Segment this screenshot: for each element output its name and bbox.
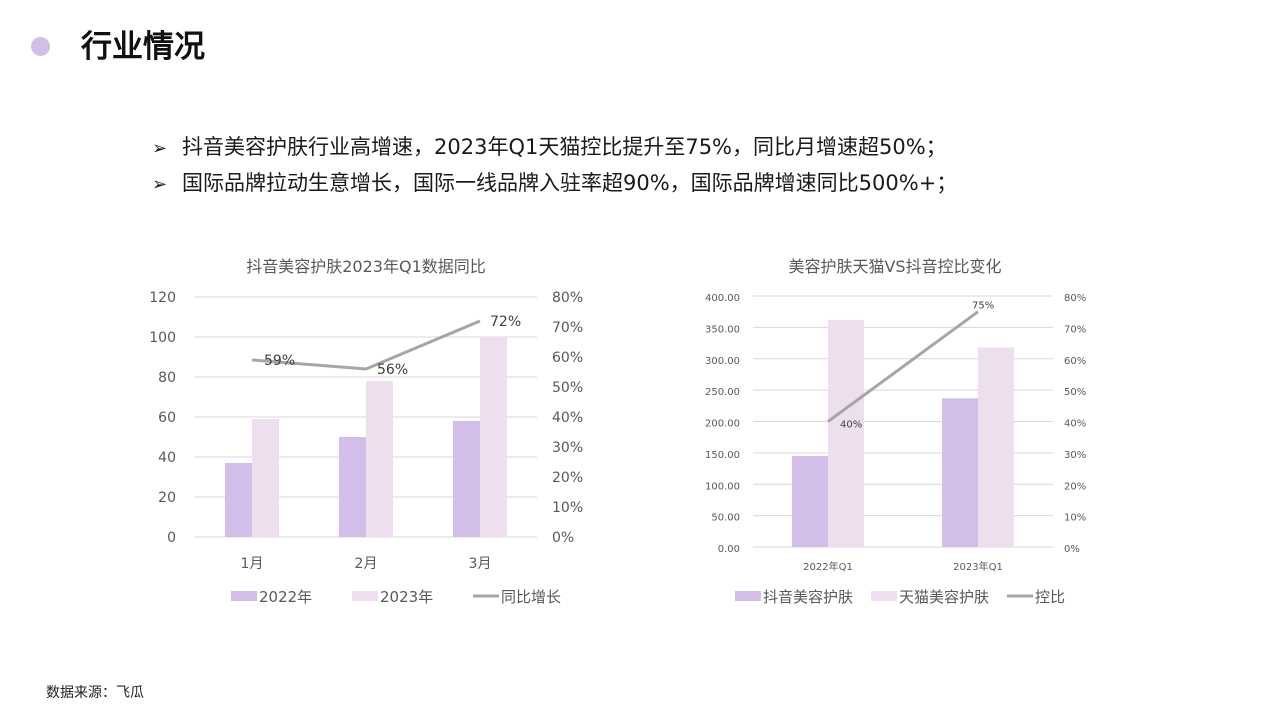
x-tick-label: 1月 bbox=[241, 556, 264, 572]
x-tick-label: 2022年Q1 bbox=[803, 560, 853, 573]
line-series bbox=[827, 310, 979, 423]
y-tick-label: 250.00 bbox=[705, 387, 740, 398]
x-tick-label: 2023年Q1 bbox=[953, 560, 1003, 573]
y-tick-label: 400.00 bbox=[705, 293, 740, 304]
data-label: 72% bbox=[490, 314, 521, 330]
page-title: 行业情况 bbox=[81, 29, 205, 65]
y2-tick-label: 50% bbox=[1064, 387, 1086, 398]
y-tick-label: 0 bbox=[167, 530, 176, 546]
y-tick-label: 120 bbox=[149, 290, 176, 306]
data-label: 59% bbox=[264, 353, 295, 369]
chart-title: 美容护肤天猫VS抖音控比变化 bbox=[788, 257, 1001, 276]
bullet-item: ➢ 抖音美容护肤行业高增速，2023年Q1天猫控比提升至75%，同比月增速超50%… bbox=[152, 130, 957, 166]
y2-tick-label: 70% bbox=[552, 320, 583, 336]
bar bbox=[252, 419, 279, 537]
bullet-list: ➢ 抖音美容护肤行业高增速，2023年Q1天猫控比提升至75%，同比月增速超50%… bbox=[152, 130, 957, 202]
data-label: 56% bbox=[377, 362, 408, 378]
y-tick-label: 100.00 bbox=[705, 481, 740, 492]
bar bbox=[339, 437, 366, 537]
y-tick-label: 0.00 bbox=[718, 544, 740, 555]
y2-tick-label: 80% bbox=[1064, 293, 1086, 304]
data-label: 40% bbox=[840, 420, 862, 431]
y-tick-label: 80 bbox=[158, 370, 176, 386]
bullet-text: 抖音美容护肤行业高增速，2023年Q1天猫控比提升至75%，同比月增速超50%； bbox=[182, 135, 947, 159]
bullet-text: 国际品牌拉动生意增长，国际一线品牌入驻率超90%，国际品牌增速同比500%+； bbox=[182, 171, 958, 195]
y-tick-label: 150.00 bbox=[705, 450, 740, 461]
x-tick-label: 3月 bbox=[469, 556, 492, 572]
x-tick-label: 2月 bbox=[355, 556, 378, 572]
y-tick-label: 200.00 bbox=[705, 419, 740, 430]
y-tick-label: 40 bbox=[158, 450, 176, 466]
y-tick-label: 350.00 bbox=[705, 324, 740, 335]
y2-tick-label: 80% bbox=[552, 290, 583, 306]
legend-swatch bbox=[231, 591, 257, 601]
y2-tick-label: 10% bbox=[1064, 513, 1086, 524]
arrow-right-icon: ➢ bbox=[152, 138, 168, 159]
legend-label: 抖音美容护肤 bbox=[763, 588, 853, 606]
bullet-item: ➢ 国际品牌拉动生意增长，国际一线品牌入驻率超90%，国际品牌增速同比500%+； bbox=[152, 166, 957, 202]
title-accent-dot bbox=[31, 37, 50, 56]
bar bbox=[828, 319, 864, 547]
y2-tick-label: 70% bbox=[1064, 324, 1086, 335]
bar bbox=[225, 463, 252, 537]
y2-tick-label: 10% bbox=[552, 500, 583, 516]
y2-tick-label: 20% bbox=[1064, 481, 1086, 492]
bar bbox=[366, 381, 393, 537]
data-source: 数据来源：飞瓜 bbox=[46, 685, 144, 701]
line-series bbox=[251, 319, 481, 371]
legend-swatch bbox=[352, 591, 378, 601]
data-label: 75% bbox=[972, 301, 994, 312]
y2-tick-label: 30% bbox=[552, 440, 583, 456]
bar bbox=[480, 337, 507, 537]
legend-swatch bbox=[871, 591, 897, 601]
y-tick-label: 300.00 bbox=[705, 356, 740, 367]
legend-label: 同比增长 bbox=[501, 588, 561, 606]
legend-label: 2023年 bbox=[380, 588, 433, 606]
legend-swatch bbox=[735, 591, 761, 601]
bar bbox=[453, 421, 480, 537]
bar bbox=[942, 398, 978, 547]
y-tick-label: 20 bbox=[158, 490, 176, 506]
bar bbox=[978, 347, 1014, 547]
y-tick-label: 60 bbox=[158, 410, 176, 426]
y-tick-label: 100 bbox=[149, 330, 176, 346]
y2-tick-label: 30% bbox=[1064, 450, 1086, 461]
legend-label: 2022年 bbox=[259, 588, 312, 606]
y2-tick-label: 60% bbox=[552, 350, 583, 366]
y2-tick-label: 50% bbox=[552, 380, 583, 396]
y2-tick-label: 20% bbox=[552, 470, 583, 486]
legend-label: 天猫美容护肤 bbox=[899, 588, 989, 606]
legend-label: 控比 bbox=[1035, 588, 1065, 606]
y2-tick-label: 40% bbox=[1064, 419, 1086, 430]
y2-tick-label: 40% bbox=[552, 410, 583, 426]
bar bbox=[792, 456, 828, 547]
arrow-right-icon: ➢ bbox=[152, 174, 168, 195]
y2-tick-label: 0% bbox=[552, 530, 574, 546]
y2-tick-label: 60% bbox=[1064, 356, 1086, 367]
chart-title: 抖音美容护肤2023年Q1数据同比 bbox=[246, 257, 486, 276]
y2-tick-label: 0% bbox=[1064, 544, 1080, 555]
y-tick-label: 50.00 bbox=[711, 513, 740, 524]
